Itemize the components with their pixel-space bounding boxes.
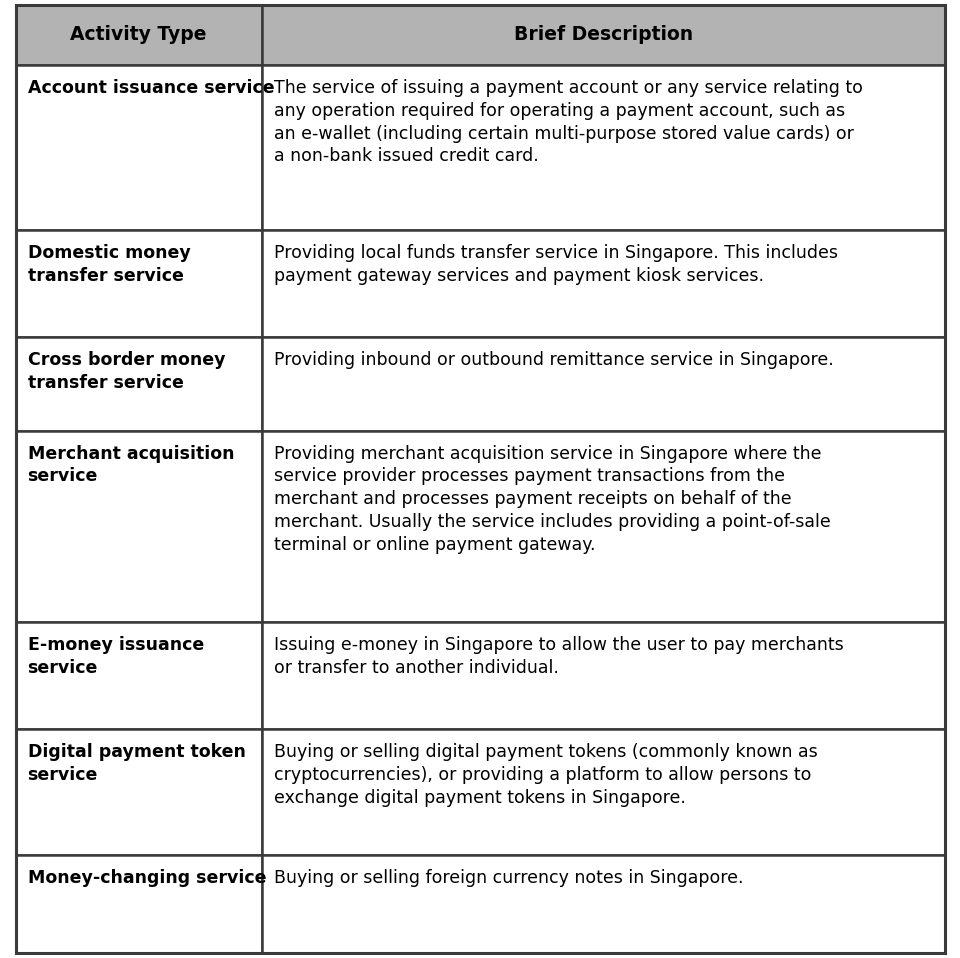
Bar [15,65,262,230]
Text: Digital payment token
service: Digital payment token service [28,743,246,785]
Text: Providing merchant acquisition service in Singapore where the
service provider p: Providing merchant acquisition service i… [274,445,830,554]
Text: Providing local funds transfer service in Singapore. This includes
payment gatew: Providing local funds transfer service i… [274,243,838,285]
Bar [15,855,262,953]
Bar [262,855,945,953]
Bar [15,337,262,430]
Text: Account issuance service: Account issuance service [28,79,275,97]
Bar [15,729,262,855]
Text: Buying or selling digital payment tokens (commonly known as
cryptocurrencies), o: Buying or selling digital payment tokens… [274,743,817,808]
Text: Money-changing service: Money-changing service [28,869,266,887]
Bar [262,5,945,65]
Text: Issuing e-money in Singapore to allow the user to pay merchants
or transfer to a: Issuing e-money in Singapore to allow th… [274,636,844,676]
Bar [262,622,945,729]
Bar [15,622,262,729]
Bar [15,5,262,65]
Text: Merchant acquisition
service: Merchant acquisition service [28,445,234,486]
Text: Buying or selling foreign currency notes in Singapore.: Buying or selling foreign currency notes… [274,869,743,887]
Text: Cross border money
transfer service: Cross border money transfer service [28,352,225,392]
Text: E-money issuance
service: E-money issuance service [28,636,204,676]
Bar [262,430,945,622]
Bar [15,430,262,622]
Text: Providing inbound or outbound remittance service in Singapore.: Providing inbound or outbound remittance… [274,352,833,370]
Text: Domestic money
transfer service: Domestic money transfer service [28,243,190,285]
Bar [262,230,945,337]
Text: Activity Type: Activity Type [70,25,206,44]
Text: Brief Description: Brief Description [514,25,693,44]
Bar [262,337,945,430]
Bar [262,729,945,855]
Text: The service of issuing a payment account or any service relating to
any operatio: The service of issuing a payment account… [274,79,863,166]
Bar [15,230,262,337]
Bar [262,65,945,230]
